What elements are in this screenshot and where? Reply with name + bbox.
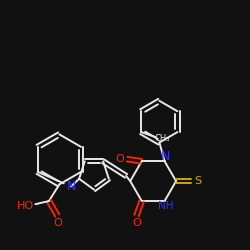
Text: N: N	[66, 180, 76, 193]
Text: S: S	[194, 176, 202, 186]
Text: O: O	[116, 154, 124, 164]
Text: O: O	[132, 218, 141, 228]
Text: HO: HO	[16, 201, 34, 211]
Text: O: O	[53, 218, 62, 228]
Text: NH: NH	[158, 201, 174, 211]
Text: CH₃: CH₃	[154, 134, 170, 143]
Text: N: N	[161, 150, 170, 162]
